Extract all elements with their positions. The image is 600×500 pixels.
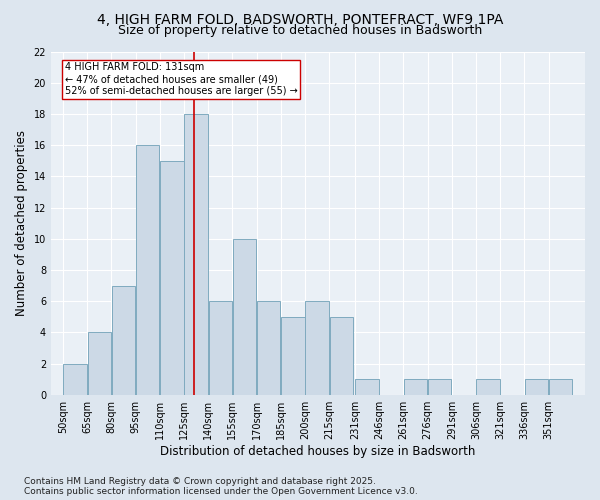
Bar [281,316,305,394]
Bar [549,379,572,394]
Bar [112,286,135,395]
Text: 4, HIGH FARM FOLD, BADSWORTH, PONTEFRACT, WF9 1PA: 4, HIGH FARM FOLD, BADSWORTH, PONTEFRACT… [97,12,503,26]
Bar [428,379,451,394]
Bar [476,379,500,394]
Text: 4 HIGH FARM FOLD: 131sqm
← 47% of detached houses are smaller (49)
52% of semi-d: 4 HIGH FARM FOLD: 131sqm ← 47% of detach… [65,62,298,96]
Bar [184,114,208,394]
Bar [404,379,427,394]
Bar [88,332,111,394]
Text: Size of property relative to detached houses in Badsworth: Size of property relative to detached ho… [118,24,482,37]
Bar [160,160,184,394]
Bar [136,145,160,394]
Bar [257,301,280,394]
Bar [525,379,548,394]
Bar [209,301,232,394]
Y-axis label: Number of detached properties: Number of detached properties [15,130,28,316]
Bar [355,379,379,394]
X-axis label: Distribution of detached houses by size in Badsworth: Distribution of detached houses by size … [160,444,476,458]
Bar [233,238,256,394]
Bar [305,301,329,394]
Text: Contains HM Land Registry data © Crown copyright and database right 2025.
Contai: Contains HM Land Registry data © Crown c… [24,476,418,496]
Bar [64,364,87,394]
Bar [329,316,353,394]
